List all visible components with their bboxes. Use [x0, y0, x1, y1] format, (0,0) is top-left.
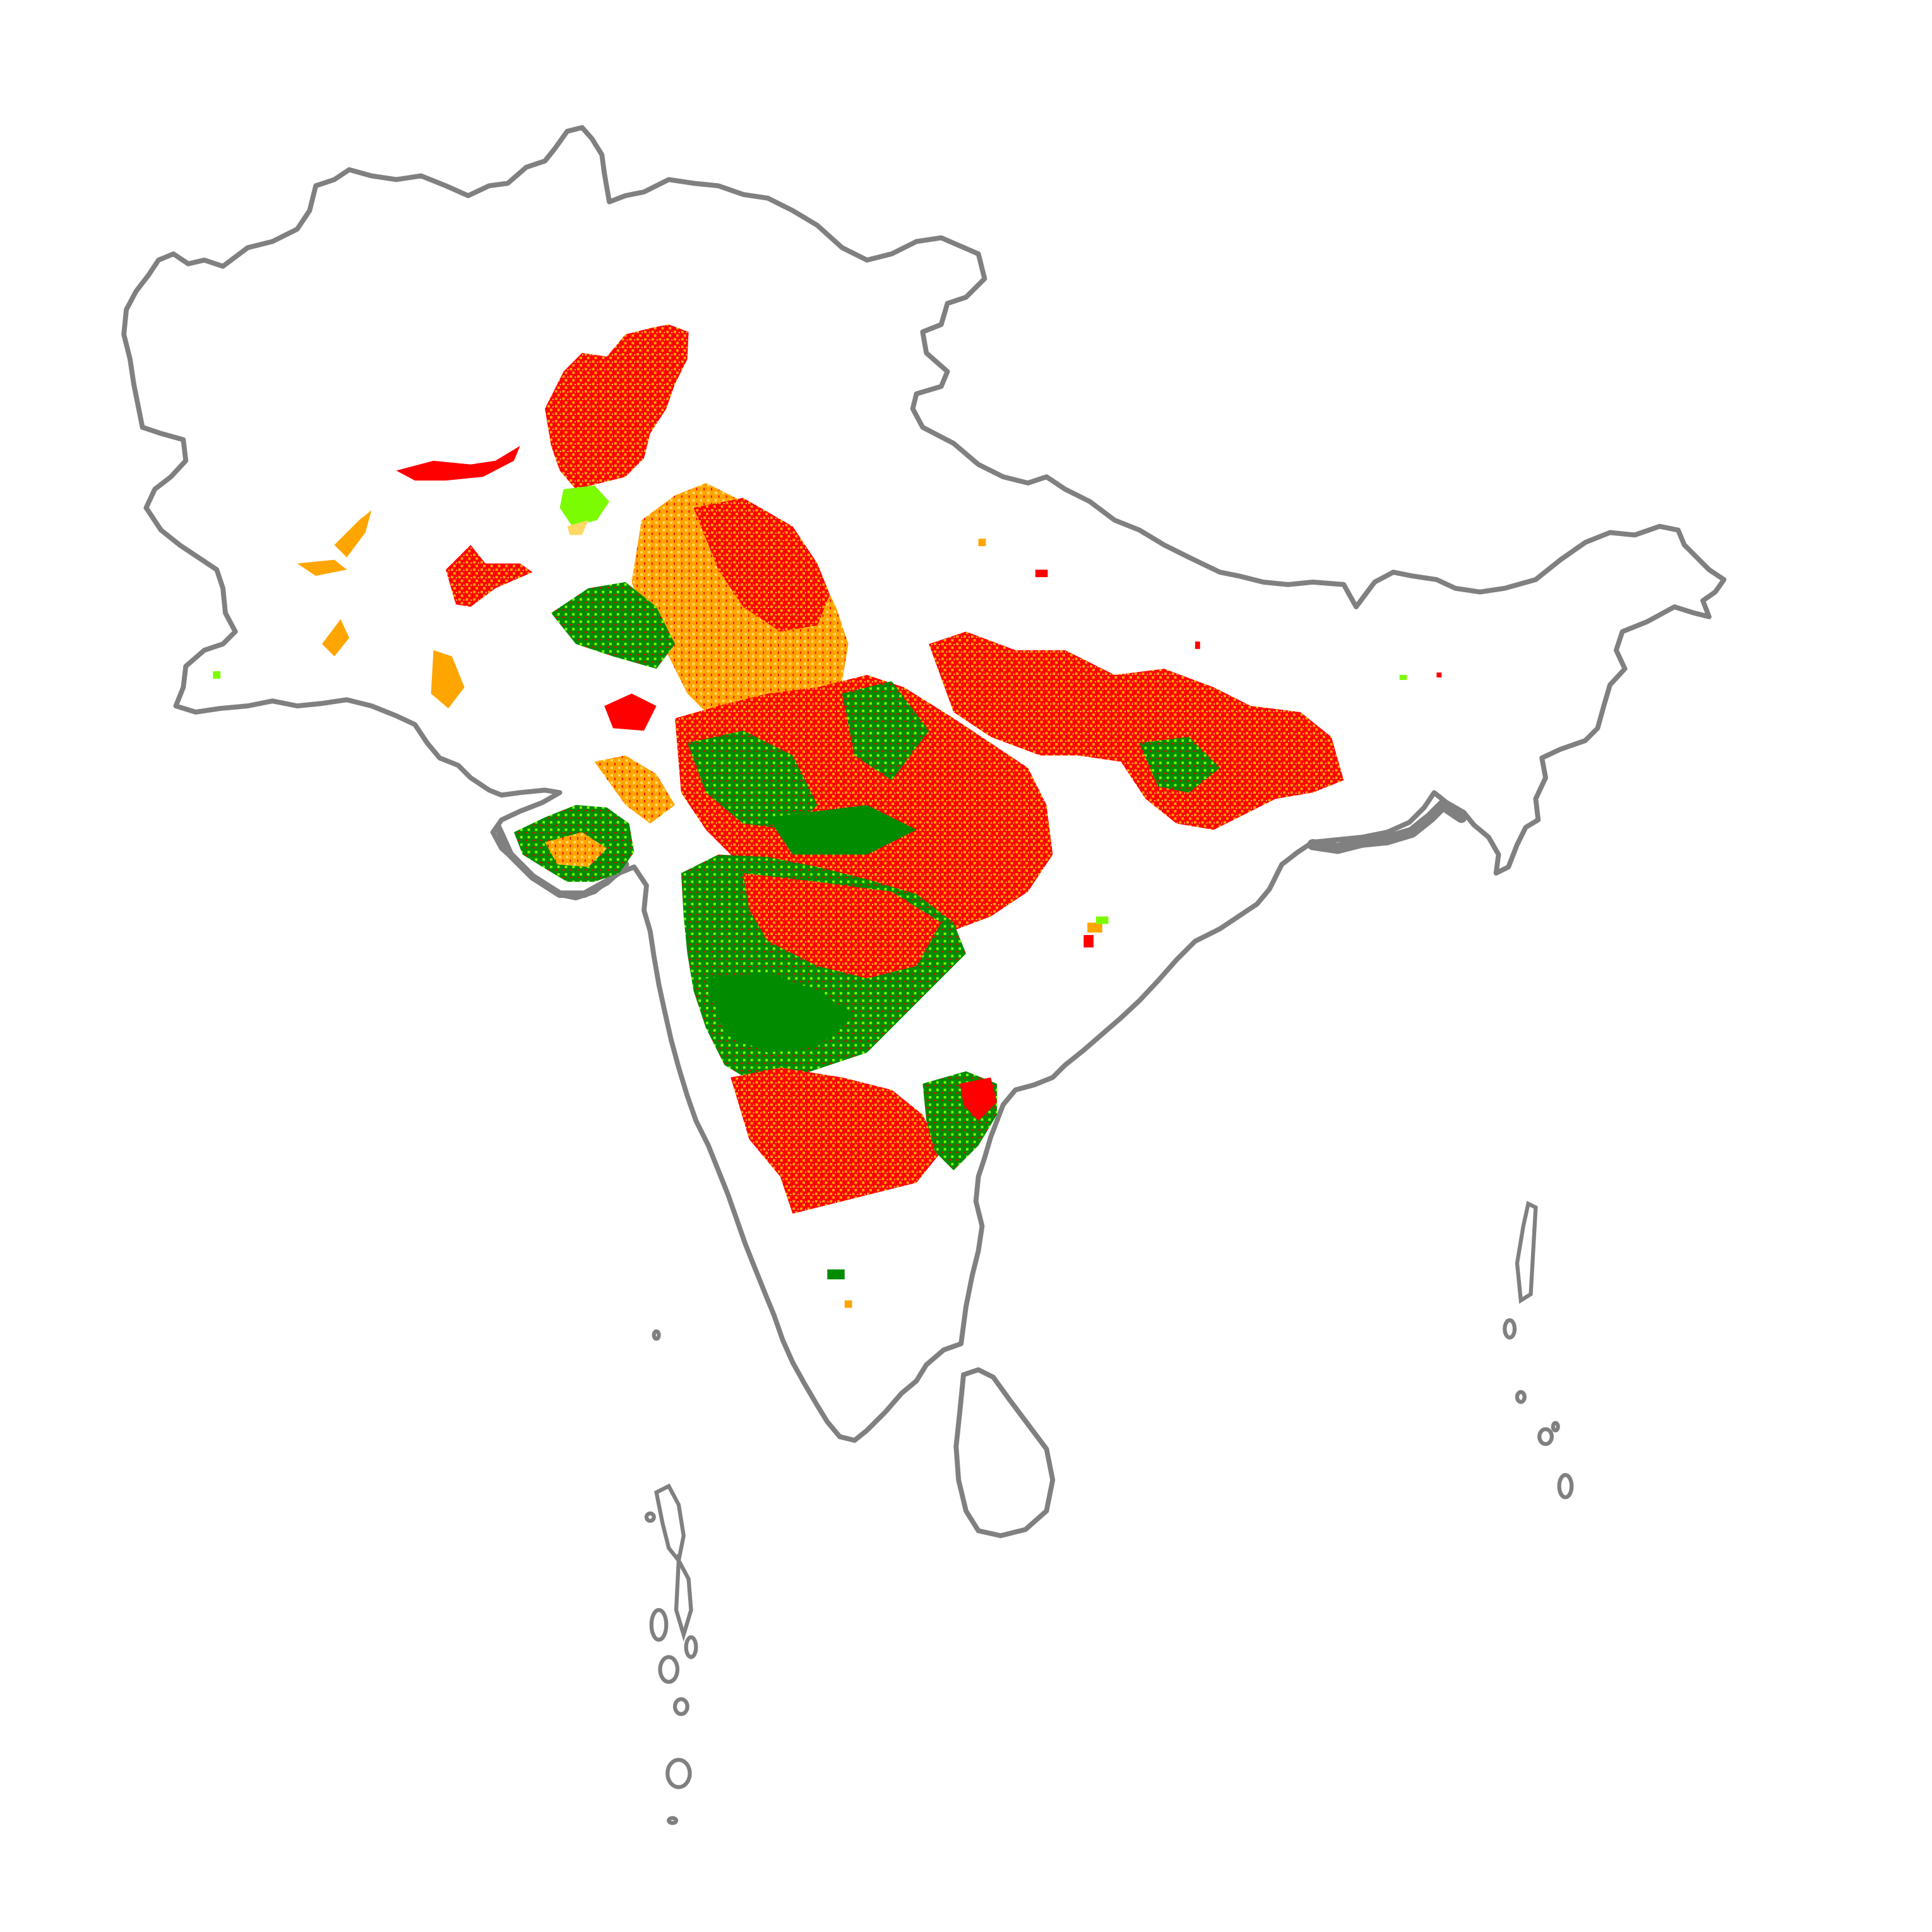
andaman-nicobar-islands	[1503, 1201, 1574, 1500]
deccan-cluster	[681, 854, 998, 1214]
sri-lanka-outline	[953, 1367, 1056, 1539]
gujarat-cluster	[514, 805, 635, 882]
scattered-specks	[213, 539, 1442, 1308]
maldives-islands	[644, 1329, 698, 1825]
northwest-cluster	[297, 324, 689, 708]
gujarat-coast	[494, 823, 629, 898]
delta-coast	[1307, 799, 1467, 854]
mainland-border	[121, 125, 1727, 1443]
central-cluster	[551, 483, 1344, 941]
